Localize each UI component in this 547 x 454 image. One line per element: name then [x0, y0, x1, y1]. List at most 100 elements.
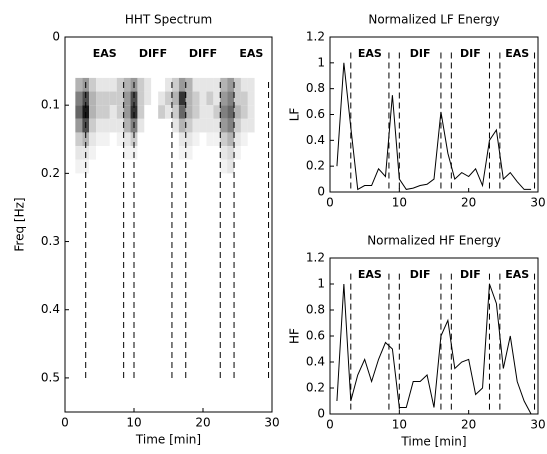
- heat-cell: [151, 132, 159, 147]
- heat-cell: [116, 105, 124, 119]
- x-tick-label: 10: [392, 196, 407, 210]
- x-tick-label: 0: [326, 418, 334, 432]
- heat-cell: [227, 105, 235, 119]
- heat-cell: [206, 118, 214, 133]
- heat-cell: [213, 77, 221, 92]
- heat-cell: [82, 132, 90, 147]
- y-tick-label: 1: [317, 277, 325, 291]
- heat-cell: [158, 77, 166, 92]
- heat-cell: [102, 146, 110, 160]
- heat-cell: [206, 146, 214, 160]
- heat-cell: [240, 159, 248, 174]
- y-tick-label: 1.2: [306, 251, 325, 265]
- heat-cell: [151, 118, 159, 133]
- heat-cell: [123, 105, 131, 119]
- y-tick-label: 0.6: [306, 329, 325, 343]
- heat-cell: [102, 132, 110, 147]
- heat-cell: [102, 159, 110, 174]
- heat-cell: [171, 118, 179, 133]
- heat-cell: [213, 159, 221, 174]
- heat-cell: [261, 91, 269, 106]
- heat-cell: [185, 159, 193, 174]
- heat-cell: [165, 159, 172, 174]
- heat-cell: [234, 91, 241, 106]
- heat-cell: [261, 146, 269, 160]
- heat-cell: [123, 77, 131, 92]
- heat-cell: [206, 132, 214, 147]
- y-tick-label: 0.4: [306, 355, 325, 369]
- heat-cell: [220, 91, 228, 106]
- heat-cell: [144, 118, 152, 133]
- heat-cell: [254, 146, 262, 160]
- heat-cell: [199, 105, 207, 119]
- heat-cell: [220, 146, 228, 160]
- heat-cell: [89, 132, 97, 147]
- heat-cell: [116, 146, 124, 160]
- heat-cell: [185, 118, 193, 133]
- heat-cell: [109, 132, 117, 147]
- heat-cell: [151, 105, 159, 119]
- segment-label: DIFF: [139, 47, 167, 60]
- heat-cell: [234, 146, 241, 160]
- heat-cell: [240, 118, 248, 133]
- heat-cell: [185, 77, 193, 92]
- heat-cell: [158, 132, 166, 147]
- heat-cell: [234, 132, 241, 147]
- segment-label: DIF: [460, 268, 481, 281]
- heat-cell: [82, 91, 90, 106]
- heat-cell: [220, 105, 228, 119]
- heat-cell: [240, 91, 248, 106]
- heat-cell: [75, 77, 83, 92]
- y-tick-label: 0.2: [306, 381, 325, 395]
- heat-cell: [89, 91, 97, 106]
- x-tick-label: 30: [530, 196, 545, 210]
- y-tick-label: 1.2: [306, 30, 325, 44]
- heat-cell: [254, 91, 262, 106]
- heat-cell: [75, 118, 83, 133]
- heat-cell: [261, 132, 269, 147]
- heat-cell: [220, 132, 228, 147]
- axes-title: Normalized LF Energy: [368, 13, 499, 27]
- heat-cell: [199, 146, 207, 160]
- y-tick-label: 0: [52, 30, 60, 44]
- axes-frame: [64, 36, 273, 413]
- heat-cell: [144, 159, 152, 174]
- heat-cell: [89, 159, 97, 174]
- segment-label: EAS: [358, 47, 382, 60]
- heat-cell: [151, 77, 159, 92]
- heat-cell: [109, 77, 117, 92]
- heat-cell: [192, 159, 200, 174]
- x-tick-label: 30: [530, 418, 545, 432]
- axes-background: [330, 37, 538, 192]
- heat-cell: [144, 91, 152, 106]
- heat-cell: [123, 159, 131, 174]
- heat-cell: [89, 105, 97, 119]
- x-tick-label: 10: [126, 416, 141, 430]
- y-axis-label: Freq [Hz]: [13, 197, 27, 251]
- y-tick-label: 0.1: [41, 98, 60, 112]
- axes-background: [330, 258, 538, 414]
- heat-cell: [227, 159, 235, 174]
- y-tick-label: 0: [317, 185, 325, 199]
- heat-cell: [213, 91, 221, 106]
- y-tick-label: 0.4: [306, 133, 325, 147]
- heat-cell: [247, 159, 255, 174]
- heat-cell: [178, 146, 186, 160]
- heat-cell: [123, 91, 131, 106]
- heat-cell: [102, 118, 110, 133]
- y-tick-label: 0.2: [41, 166, 60, 180]
- heat-cell: [178, 132, 186, 147]
- x-axis-label: Time [min]: [135, 433, 201, 447]
- segment-label: DIF: [410, 268, 431, 281]
- segment-label: EAS: [505, 47, 529, 60]
- heat-cell: [158, 159, 166, 174]
- heat-cell: [178, 159, 186, 174]
- heat-cell: [151, 91, 159, 106]
- heat-cell: [171, 77, 179, 92]
- heat-cell: [109, 105, 117, 119]
- heat-cell: [109, 159, 117, 174]
- y-tick-label: 0.8: [306, 81, 325, 95]
- y-axis-label: LF: [288, 108, 302, 122]
- heat-cell: [234, 118, 241, 133]
- heat-cell: [158, 105, 166, 119]
